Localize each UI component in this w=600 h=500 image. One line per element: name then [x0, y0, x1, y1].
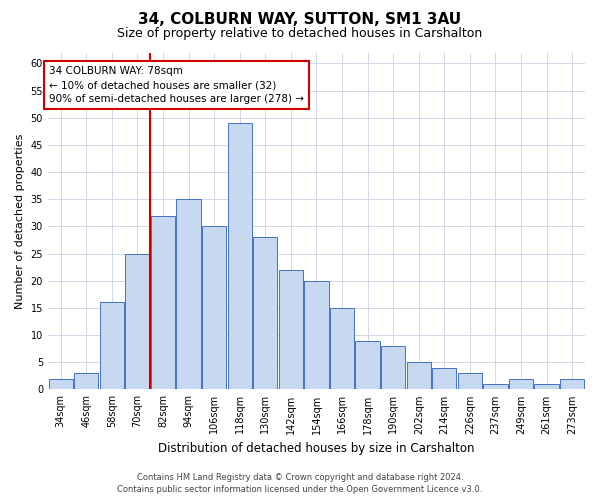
Bar	[279, 270, 303, 390]
Bar	[509, 378, 533, 390]
Y-axis label: Number of detached properties: Number of detached properties	[15, 134, 25, 308]
Bar	[125, 254, 149, 390]
Bar	[330, 308, 354, 390]
Bar	[74, 373, 98, 390]
Bar	[202, 226, 226, 390]
Bar	[458, 373, 482, 390]
Bar	[253, 238, 277, 390]
Text: 34, COLBURN WAY, SUTTON, SM1 3AU: 34, COLBURN WAY, SUTTON, SM1 3AU	[139, 12, 461, 28]
Text: Size of property relative to detached houses in Carshalton: Size of property relative to detached ho…	[118, 28, 482, 40]
Bar	[484, 384, 508, 390]
Bar	[304, 280, 329, 390]
Text: 34 COLBURN WAY: 78sqm
← 10% of detached houses are smaller (32)
90% of semi-deta: 34 COLBURN WAY: 78sqm ← 10% of detached …	[49, 66, 304, 104]
Bar	[355, 340, 380, 390]
Bar	[227, 123, 252, 390]
Bar	[560, 378, 584, 390]
Bar	[381, 346, 406, 390]
Bar	[535, 384, 559, 390]
Bar	[407, 362, 431, 390]
Bar	[176, 199, 201, 390]
Bar	[100, 302, 124, 390]
Bar	[432, 368, 457, 390]
Bar	[49, 378, 73, 390]
Bar	[151, 216, 175, 390]
Text: Contains HM Land Registry data © Crown copyright and database right 2024.
Contai: Contains HM Land Registry data © Crown c…	[118, 472, 482, 494]
X-axis label: Distribution of detached houses by size in Carshalton: Distribution of detached houses by size …	[158, 442, 475, 455]
